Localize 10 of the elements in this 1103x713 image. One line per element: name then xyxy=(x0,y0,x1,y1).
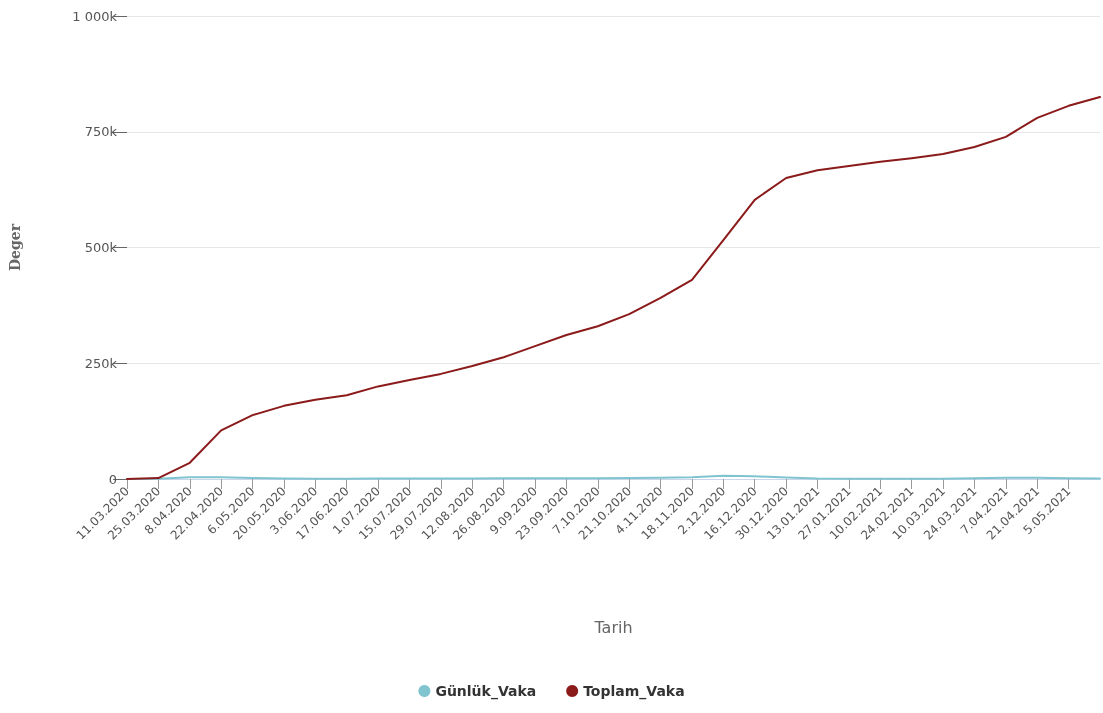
line-series xyxy=(126,96,1101,480)
y-tick-label: 250k xyxy=(84,355,118,371)
x-axis-title: Tarih xyxy=(593,617,633,637)
y-tick-label: 0 xyxy=(108,471,117,487)
legend-label: Toplam_Vaka xyxy=(583,683,685,700)
legend-label: Günlük_Vaka xyxy=(435,683,537,700)
y-tick-label: 750k xyxy=(84,124,118,140)
y-axis-title: Deger xyxy=(7,223,23,272)
y-tick-label: 1 000k xyxy=(72,8,118,24)
y-tick-label: 500k xyxy=(84,240,118,255)
